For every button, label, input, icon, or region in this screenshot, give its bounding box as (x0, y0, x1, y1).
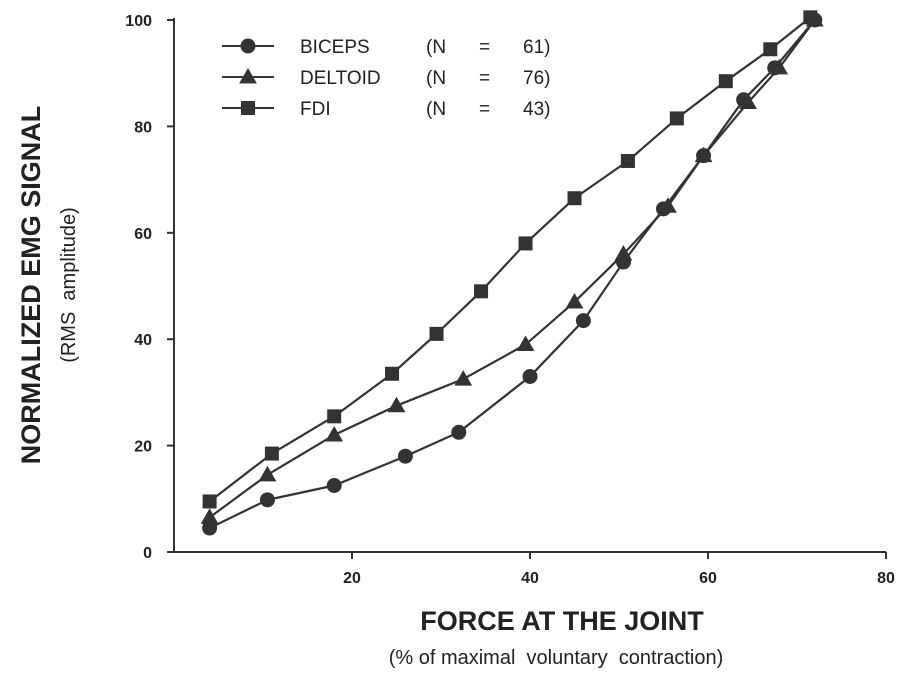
series-fdi (202, 10, 818, 509)
legend-equals: = (479, 99, 490, 120)
y-axis-title: NORMALIZED EMG SIGNAL (16, 106, 46, 465)
legend-n-value: 76) (523, 68, 550, 89)
y-axis-subtitle: (RMS amplitude) (58, 207, 80, 363)
circle-marker (575, 313, 591, 329)
square-marker (385, 366, 400, 381)
triangle-marker (387, 396, 406, 413)
legend-label: DELTOID (300, 68, 381, 89)
series-biceps (202, 12, 823, 536)
legend-triangle-marker (239, 67, 257, 84)
triangle-marker (694, 146, 713, 163)
square-marker (518, 236, 533, 251)
square-marker (620, 153, 635, 168)
triangle-marker (565, 292, 584, 309)
triangle-marker (739, 93, 757, 109)
triangle-marker (325, 425, 344, 442)
x-tick-label: 60 (699, 570, 717, 587)
series-deltoid (200, 10, 824, 524)
square-marker (264, 446, 279, 461)
triangle-marker (258, 465, 277, 482)
square-marker (202, 494, 217, 509)
legend-label: FDI (300, 99, 331, 120)
square-marker (474, 284, 489, 299)
circle-marker (451, 424, 467, 440)
y-tick-label: 20 (134, 439, 152, 456)
circle-marker (522, 368, 538, 384)
legend-n-label: (N (426, 68, 446, 89)
triangle-marker (200, 508, 219, 524)
circle-marker (326, 478, 342, 493)
ticks: 20 40 60 80 0 20 40 60 80 100 (125, 13, 895, 587)
legend-item-deltoid: DELTOID (N = 76) (222, 67, 550, 89)
x-tick-label: 40 (521, 570, 539, 587)
series-layer (200, 10, 824, 536)
series-line (208, 16, 812, 503)
square-marker (803, 10, 818, 25)
legend-equals: = (479, 37, 490, 58)
legend-n-label: (N (426, 99, 446, 120)
x-tick-label: 80 (877, 570, 895, 587)
series-line (209, 19, 816, 530)
square-marker (669, 111, 684, 126)
triangle-marker (516, 335, 535, 352)
square-marker (327, 409, 342, 424)
x-axis-title: FORCE AT THE JOINT (420, 606, 704, 636)
legend-equals: = (479, 68, 490, 89)
square-marker (429, 326, 444, 341)
x-axis-subtitle: (% of maximal voluntary contraction) (389, 647, 724, 669)
legend-circle-marker (240, 38, 256, 54)
legend-item-fdi: FDI (N = 43) (222, 99, 550, 120)
y-tick-label: 60 (134, 226, 152, 243)
y-tick-label: 0 (143, 545, 152, 562)
series-line (208, 19, 816, 519)
legend: BICEPS (N = 61) DELTOID (N = 76) FDI (N = 43) (222, 37, 550, 120)
x-tick-label: 20 (343, 570, 361, 587)
legend-label: BICEPS (300, 37, 370, 58)
square-marker (567, 191, 582, 206)
y-tick-label: 80 (134, 119, 152, 136)
y-tick-label: 40 (134, 332, 152, 349)
legend-n-value: 43) (523, 99, 550, 120)
legend-n-label: (N (426, 37, 446, 58)
legend-square-marker (241, 101, 255, 115)
legend-n-value: 61) (523, 37, 550, 58)
legend-item-biceps: BICEPS (N = 61) (222, 37, 550, 58)
circle-marker (397, 448, 413, 464)
y-tick-label: 100 (125, 13, 152, 30)
triangle-marker (614, 245, 633, 261)
triangle-marker (770, 58, 789, 75)
square-marker (718, 74, 733, 89)
triangle-marker (659, 197, 677, 213)
triangle-marker (454, 370, 473, 386)
square-marker (763, 42, 778, 57)
circle-marker (259, 492, 275, 508)
